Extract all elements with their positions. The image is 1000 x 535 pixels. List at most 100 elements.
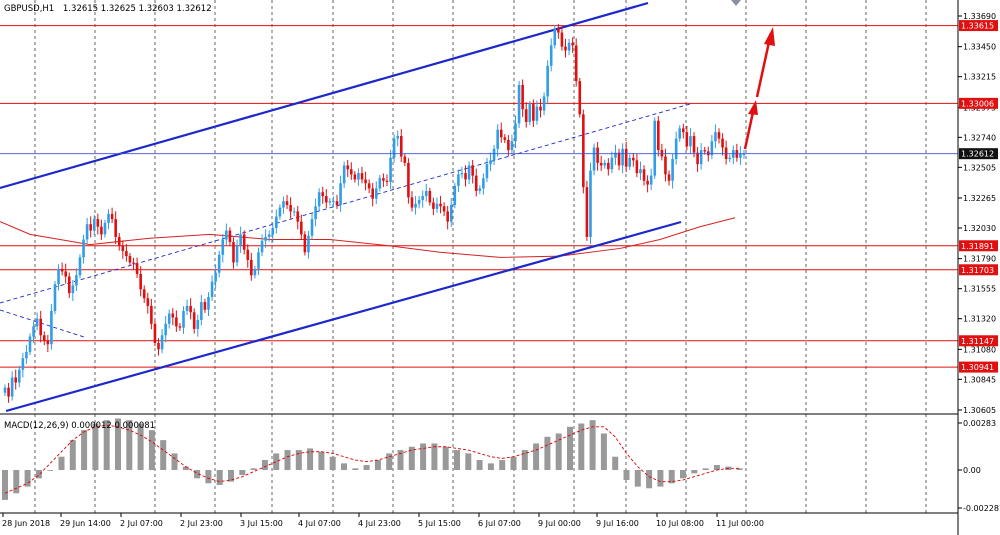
macd-bar — [182, 466, 189, 471]
bear-candle — [585, 187, 589, 237]
bear-candle — [539, 106, 542, 111]
bear-candle — [89, 224, 92, 231]
bear-candle — [142, 289, 146, 299]
macd-bar — [600, 433, 607, 471]
bull-candle — [278, 207, 282, 217]
macd-tick-label: -0.002287 — [963, 504, 1000, 513]
macd-bar — [544, 436, 551, 471]
macd-bar — [657, 470, 664, 487]
bear-candle — [371, 188, 375, 199]
bull-candle — [53, 284, 57, 312]
ma-line — [0, 217, 736, 258]
macd-bar — [397, 450, 404, 471]
macd-bar — [533, 443, 540, 471]
macd-bar — [2, 470, 8, 500]
bear-candle — [128, 256, 132, 263]
macd-bar — [318, 451, 325, 471]
macd-bar — [205, 470, 212, 484]
bull-candle — [492, 148, 496, 161]
bear-candle — [7, 387, 10, 397]
macd-bar — [194, 470, 201, 479]
bull-candle — [553, 28, 557, 46]
bull-candle — [21, 358, 25, 370]
bull-candle — [307, 235, 310, 253]
bull-candle — [214, 272, 217, 282]
bull-candle — [200, 302, 203, 320]
macd-bar — [216, 470, 223, 485]
bear-candle — [189, 305, 192, 313]
bear-candle — [410, 197, 414, 208]
price-axis[interactable]: 1.336901.334501.332151.329751.327401.325… — [958, 12, 996, 415]
bull-candle — [164, 323, 167, 336]
bull-candle — [282, 201, 285, 208]
bull-candle — [78, 257, 82, 276]
macd-bar — [284, 450, 291, 471]
bear-candle — [321, 192, 325, 197]
time-label: 9 Jul 00:00 — [538, 519, 581, 528]
macd-bar — [341, 463, 347, 471]
level-label: 1.31703 — [961, 266, 994, 275]
macd-bar — [295, 450, 302, 471]
arrow-1-shaft — [743, 111, 755, 150]
bear-candle — [228, 230, 232, 243]
bear-candle — [685, 132, 689, 147]
bull-candle — [592, 147, 596, 171]
bear-candle — [703, 150, 707, 152]
bull-candle — [689, 136, 692, 147]
bear-candle — [117, 236, 121, 246]
bear-candle — [364, 179, 367, 184]
bear-candle — [60, 268, 64, 272]
channel-upper-line[interactable] — [0, 1, 649, 190]
bear-candle — [403, 156, 407, 163]
bull-candle — [610, 157, 614, 170]
trend-channel[interactable] — [0, 1, 691, 413]
price-tick-label: 1.32740 — [963, 133, 996, 142]
bull-candle — [314, 206, 317, 220]
bull-candle — [225, 230, 228, 240]
macd-bar — [160, 440, 167, 471]
price-tick-label: 1.30605 — [963, 406, 996, 415]
bear-candle — [150, 305, 153, 324]
price-tick-label: 1.33450 — [963, 43, 996, 52]
scroll-marker-icon[interactable] — [731, 0, 741, 6]
bull-candle — [271, 228, 275, 235]
bear-candle — [499, 129, 503, 138]
bull-candle — [449, 205, 453, 222]
bear-candle — [64, 271, 67, 277]
bear-candle — [250, 259, 253, 276]
bull-candle — [35, 318, 39, 327]
arrow-2-head — [764, 27, 775, 46]
bull-candle — [678, 128, 682, 139]
channel-midline[interactable] — [0, 103, 691, 304]
bear-candle — [717, 132, 721, 139]
bear-candle — [349, 169, 353, 175]
grid — [34, 0, 927, 513]
bull-candle — [328, 201, 332, 203]
bull-candle — [589, 170, 592, 237]
bear-candle — [46, 340, 50, 345]
time-axis[interactable]: 28 Jun 2018 29 Jun 14:00 2 Jul 07:00 2 Jul … — [2, 513, 764, 528]
price-tick-label: 1.30845 — [963, 375, 996, 384]
bear-candle — [125, 250, 128, 257]
channel-lower-line[interactable] — [5, 220, 682, 413]
macd-bar — [476, 460, 483, 471]
bull-candle — [210, 281, 214, 297]
bear-candle — [428, 190, 432, 203]
bull-candle — [17, 369, 21, 383]
bear-candle — [596, 147, 599, 163]
bear-candle — [96, 219, 100, 227]
price-tick-label: 1.31790 — [963, 255, 996, 264]
level-label-bg — [959, 264, 998, 276]
time-label: 2 Jul 07:00 — [120, 519, 163, 528]
macd-bar — [137, 423, 144, 471]
macd-bar — [420, 443, 427, 471]
level-label-bg — [959, 361, 998, 373]
bear-candle — [367, 183, 371, 189]
macd-bar — [81, 430, 88, 471]
time-label: 5 Jul 15:00 — [418, 519, 461, 528]
macd-bar — [510, 456, 517, 471]
bear-candle — [664, 156, 667, 175]
macd-bar — [431, 443, 438, 471]
